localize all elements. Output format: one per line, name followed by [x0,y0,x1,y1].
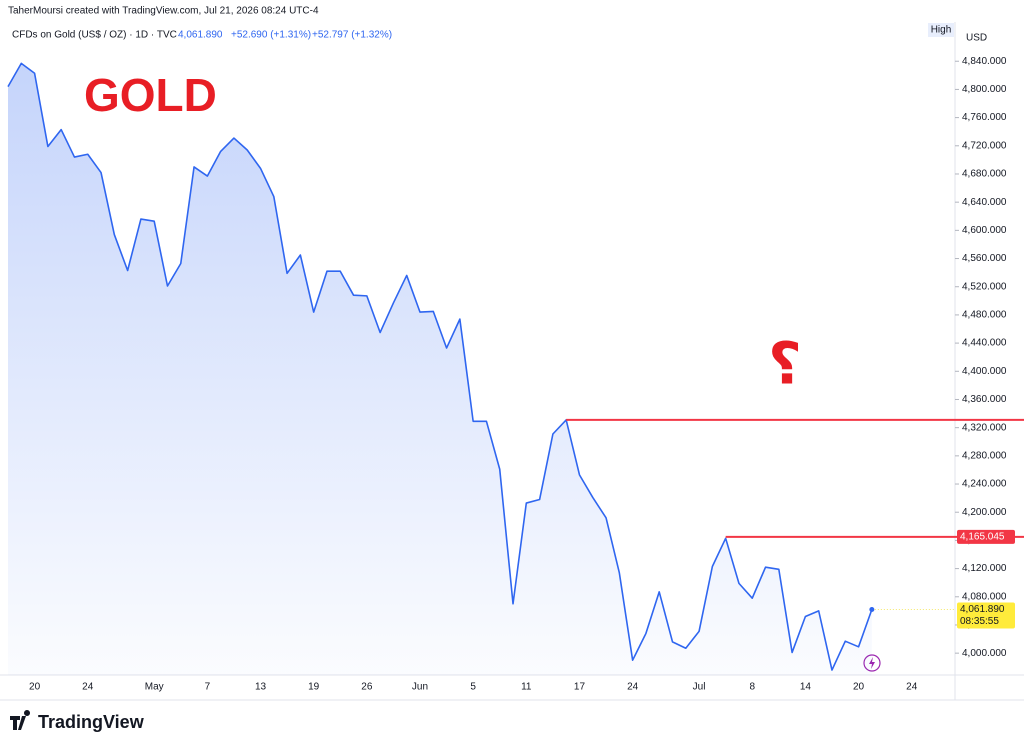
x-tick-label: 24 [627,682,639,693]
x-tick-label: 8 [749,682,755,693]
high-label[interactable]: High [931,25,952,36]
change-alt: +52.797 (+1.32%) [312,30,392,41]
x-tick-label: 26 [361,682,373,693]
countdown: 08:35:55 [960,616,999,627]
annotation: GOLD [84,69,217,121]
x-tick-label: May [145,682,164,693]
x-tick-label: 20 [853,682,865,693]
y-tick-label: 4,000.000 [962,648,1007,659]
y-tick-label: 4,800.000 [962,84,1007,95]
y-tick-label: 4,360.000 [962,394,1007,405]
x-tick-label: 19 [308,682,320,693]
area [8,63,872,675]
y-tick-label: 4,480.000 [962,310,1007,321]
credit: TaherMoursi created with TradingView.com… [8,6,319,17]
y-tick-label: 4,640.000 [962,197,1007,208]
last-price-box [957,602,1015,629]
x-tick-label: Jun [412,682,428,693]
y-tick-label: 4,720.000 [962,140,1007,151]
symbol: CFDs on Gold (US$ / OZ) · 1D · TVC [12,30,177,41]
y-tick-label: 4,440.000 [962,338,1007,349]
y-tick-label: 4,080.000 [962,591,1007,602]
change: +52.690 (+1.31%) [231,30,311,41]
y-tick-label: 4,200.000 [962,507,1007,518]
last-price-label: 4,061.890 [960,604,1005,615]
y-tick-label: 4,560.000 [962,253,1007,264]
y-tick-label: 4,240.000 [962,479,1007,490]
last-point [869,607,875,613]
logo-text: TradingView [38,712,145,732]
y-tick-label: 4,680.000 [962,169,1007,180]
x-tick-label: 13 [255,682,267,693]
x-tick-label: 14 [800,682,812,693]
x-tick-label: 11 [521,682,532,693]
y-tick-label: 4,120.000 [962,563,1007,574]
level-label: 4,165.045 [960,531,1005,542]
y-tick-label: 4,760.000 [962,112,1007,123]
y-tick-label: 4,600.000 [962,225,1007,236]
x-tick-label: Jul [693,682,706,693]
x-tick-label: 5 [470,682,476,693]
price: 4,061.890 [178,30,223,41]
x-tick-label: 17 [574,682,586,693]
y-tick-label: 4,520.000 [962,281,1007,292]
x-tick-label: 24 [906,682,918,693]
y-tick-label: 4,400.000 [962,366,1007,377]
y-tick-label: 4,840.000 [962,56,1007,67]
annotation: ؟ [768,331,802,396]
logo: TradingView [10,709,145,732]
y-tick-label: 4,280.000 [962,450,1007,461]
x-tick-label: 24 [82,682,94,693]
level-label-box [957,529,1015,544]
x-tick-label: 20 [29,682,41,693]
high-badge[interactable] [928,23,954,37]
currency[interactable]: USD [966,33,987,44]
x-tick-label: 7 [205,682,211,693]
y-tick-label: 4,320.000 [962,422,1007,433]
price-line [7,62,873,671]
